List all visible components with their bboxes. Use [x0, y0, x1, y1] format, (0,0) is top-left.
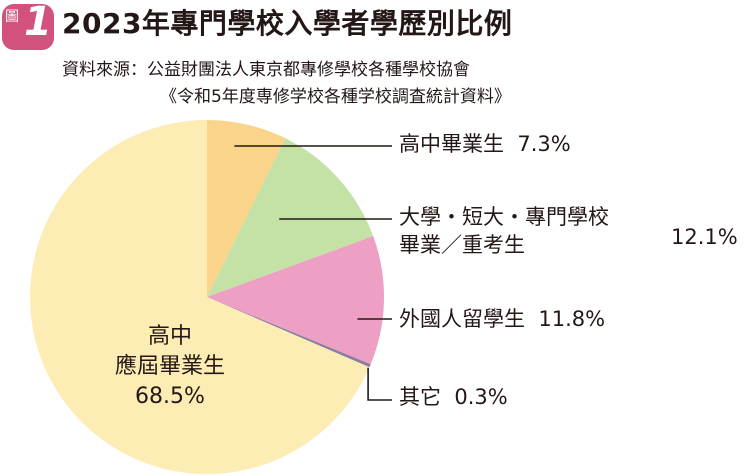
label-foreign-students-value: 11.8%	[538, 307, 606, 331]
leader-line-other	[367, 367, 392, 401]
label-other-value: 0.3%	[454, 385, 508, 409]
label-university-grads-line1: 大學・短大・專門學校	[399, 205, 609, 229]
pie-slices	[29, 120, 384, 475]
label-new-hs-grads-value: 68.5%	[135, 384, 205, 409]
slice-high-school-grads	[207, 120, 286, 297]
label-high-school-grads-value: 7.3%	[517, 132, 571, 156]
label-other: 其它 0.3%	[399, 383, 508, 411]
slice-university-grads	[207, 138, 374, 297]
label-new-hs-grads-line2: 應屆畢業生	[114, 354, 225, 379]
figure-badge: 圖 1	[2, 0, 54, 50]
chart-title: 2023年專門學校入學者學歷別比例	[62, 7, 513, 40]
label-university-grads: 大學・短大・專門學校 畢業／重考生	[399, 203, 609, 259]
label-new-hs-grads-line1: 高中	[147, 324, 192, 349]
figure-badge-label: 圖	[5, 9, 19, 25]
slice-foreign-students	[207, 235, 384, 365]
figure-badge-number: 1	[24, 0, 52, 45]
slice-other	[207, 297, 371, 368]
label-high-school-grads-name: 高中畢業生	[399, 132, 504, 156]
source-line-1: 資料來源：公益財團法人東京都專修學校各種學校協會	[62, 60, 470, 80]
label-foreign-students-name: 外國人留學生	[399, 307, 525, 331]
slice-new-hs-grads	[29, 120, 370, 475]
label-university-grads-line2: 畢業／重考生	[399, 233, 525, 257]
label-university-grads-value: 12.1%	[671, 225, 738, 249]
label-foreign-students: 外國人留學生 11.8%	[399, 305, 605, 333]
source-line-2: 《令和5年度専修学校各種学校調査統計資料》	[160, 87, 511, 107]
label-new-hs-grads: 高中 應屆畢業生 68.5%	[100, 322, 240, 412]
figure-badge-background	[2, 4, 54, 50]
leader-lines	[234, 145, 392, 401]
label-other-name: 其它	[399, 385, 441, 409]
label-high-school-grads: 高中畢業生 7.3%	[399, 130, 571, 158]
